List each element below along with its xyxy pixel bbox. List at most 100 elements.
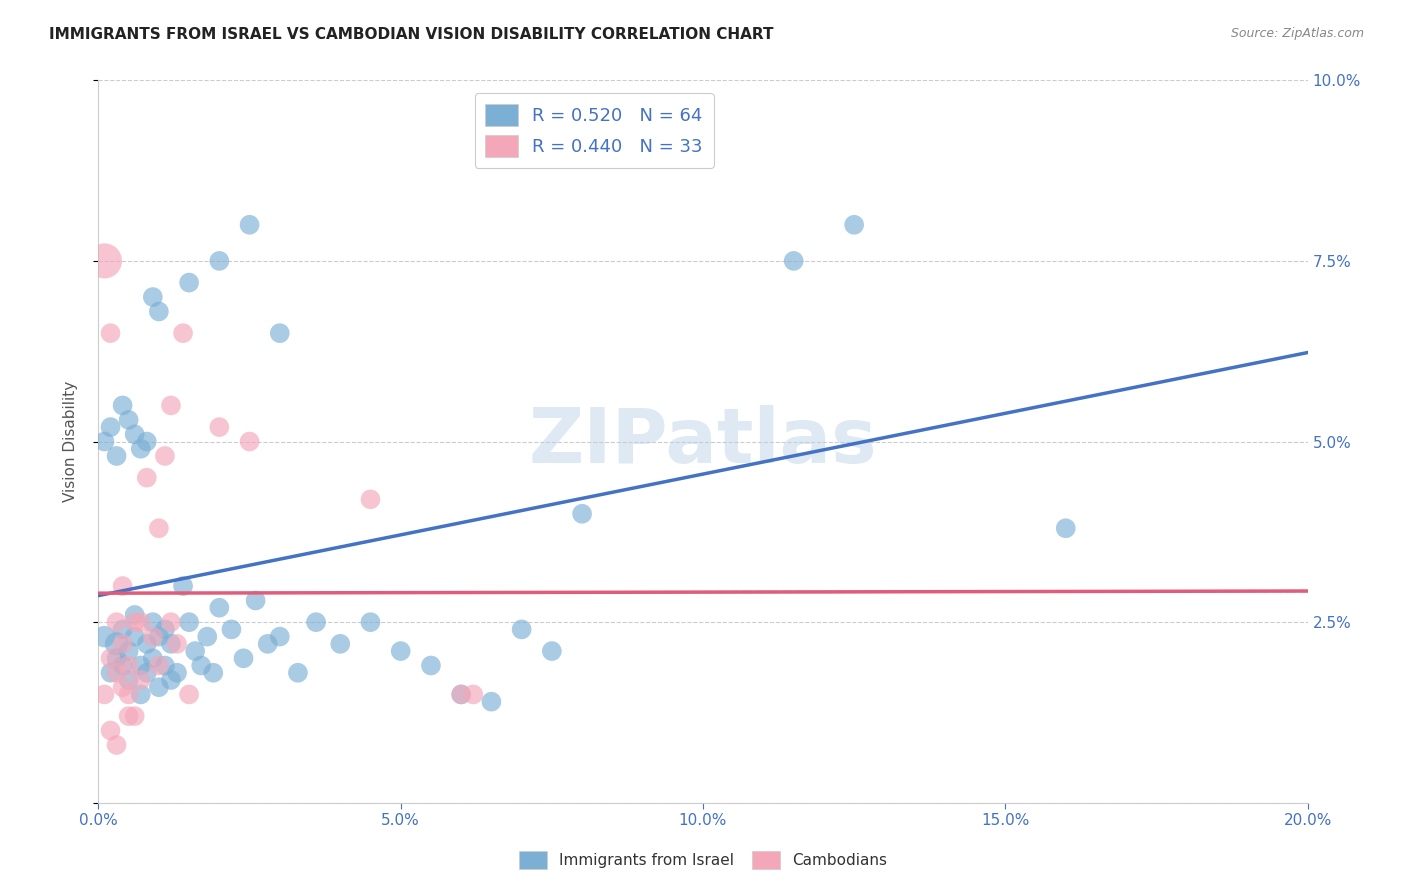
Point [844, 218, 866, 232]
Point [93, 630, 115, 644]
Point [105, 637, 128, 651]
Point [360, 492, 382, 507]
Point [135, 665, 157, 680]
Point [287, 665, 309, 680]
Point [360, 615, 382, 630]
Point [389, 644, 412, 658]
Legend: R = 0.520   N = 64, R = 0.440   N = 33: R = 0.520 N = 64, R = 0.440 N = 33 [475, 93, 714, 168]
Point [160, 398, 183, 412]
Point [100, 665, 122, 680]
Point [179, 615, 201, 630]
Point [208, 600, 231, 615]
Point [148, 521, 170, 535]
Point [124, 427, 146, 442]
Point [184, 644, 207, 658]
Point [160, 637, 183, 651]
Point [179, 687, 201, 701]
Point [160, 673, 183, 687]
Point [111, 398, 134, 412]
Point [105, 738, 128, 752]
Point [160, 615, 183, 630]
Point [142, 615, 165, 630]
Point [540, 644, 562, 658]
Point [118, 687, 141, 701]
Point [100, 651, 122, 665]
Legend: Immigrants from Israel, Cambodians: Immigrants from Israel, Cambodians [513, 845, 893, 875]
Point [142, 290, 165, 304]
Point [463, 687, 485, 701]
Point [692, 145, 714, 160]
Point [129, 687, 152, 701]
Point [124, 607, 146, 622]
Point [166, 637, 188, 651]
Point [172, 579, 194, 593]
Point [135, 471, 157, 485]
Point [208, 254, 231, 268]
Point [100, 420, 122, 434]
Point [129, 615, 152, 630]
Point [190, 658, 212, 673]
Point [510, 623, 533, 637]
Point [153, 658, 176, 673]
Point [142, 651, 165, 665]
Point [208, 420, 231, 434]
Point [111, 680, 134, 694]
Point [124, 709, 146, 723]
Point [245, 593, 267, 607]
Point [153, 449, 176, 463]
Text: Source: ZipAtlas.com: Source: ZipAtlas.com [1230, 27, 1364, 40]
Point [329, 637, 352, 651]
Point [105, 665, 128, 680]
Point [105, 449, 128, 463]
Point [148, 304, 170, 318]
Point [420, 658, 443, 673]
Point [239, 434, 262, 449]
Point [93, 434, 115, 449]
Point [571, 507, 593, 521]
Point [148, 680, 170, 694]
Point [305, 615, 328, 630]
Point [124, 615, 146, 630]
Point [100, 723, 122, 738]
Point [148, 658, 170, 673]
Point [232, 651, 254, 665]
Point [111, 637, 134, 651]
Point [450, 687, 472, 701]
Point [93, 254, 115, 268]
Point [105, 651, 128, 665]
Point [93, 687, 115, 701]
Text: ZIPatlas: ZIPatlas [529, 405, 877, 478]
Point [256, 637, 278, 651]
Point [166, 665, 188, 680]
Text: IMMIGRANTS FROM ISRAEL VS CAMBODIAN VISION DISABILITY CORRELATION CHART: IMMIGRANTS FROM ISRAEL VS CAMBODIAN VISI… [49, 27, 773, 42]
Point [124, 630, 146, 644]
Point [135, 637, 157, 651]
Point [239, 218, 262, 232]
Point [129, 673, 152, 687]
Point [1054, 521, 1077, 535]
Point [783, 254, 806, 268]
Point [118, 413, 141, 427]
Point [481, 695, 503, 709]
Point [111, 623, 134, 637]
Point [118, 673, 141, 687]
Point [118, 658, 141, 673]
Point [179, 276, 201, 290]
Point [142, 630, 165, 644]
Point [118, 709, 141, 723]
Point [129, 442, 152, 456]
Y-axis label: Vision Disability: Vision Disability [63, 381, 77, 502]
Point [111, 658, 134, 673]
Point [153, 623, 176, 637]
Point [202, 665, 225, 680]
Point [269, 630, 291, 644]
Point [118, 644, 141, 658]
Point [148, 630, 170, 644]
Point [129, 658, 152, 673]
Point [105, 615, 128, 630]
Point [450, 687, 472, 701]
Point [221, 623, 243, 637]
Point [195, 630, 218, 644]
Point [100, 326, 122, 340]
Point [135, 434, 157, 449]
